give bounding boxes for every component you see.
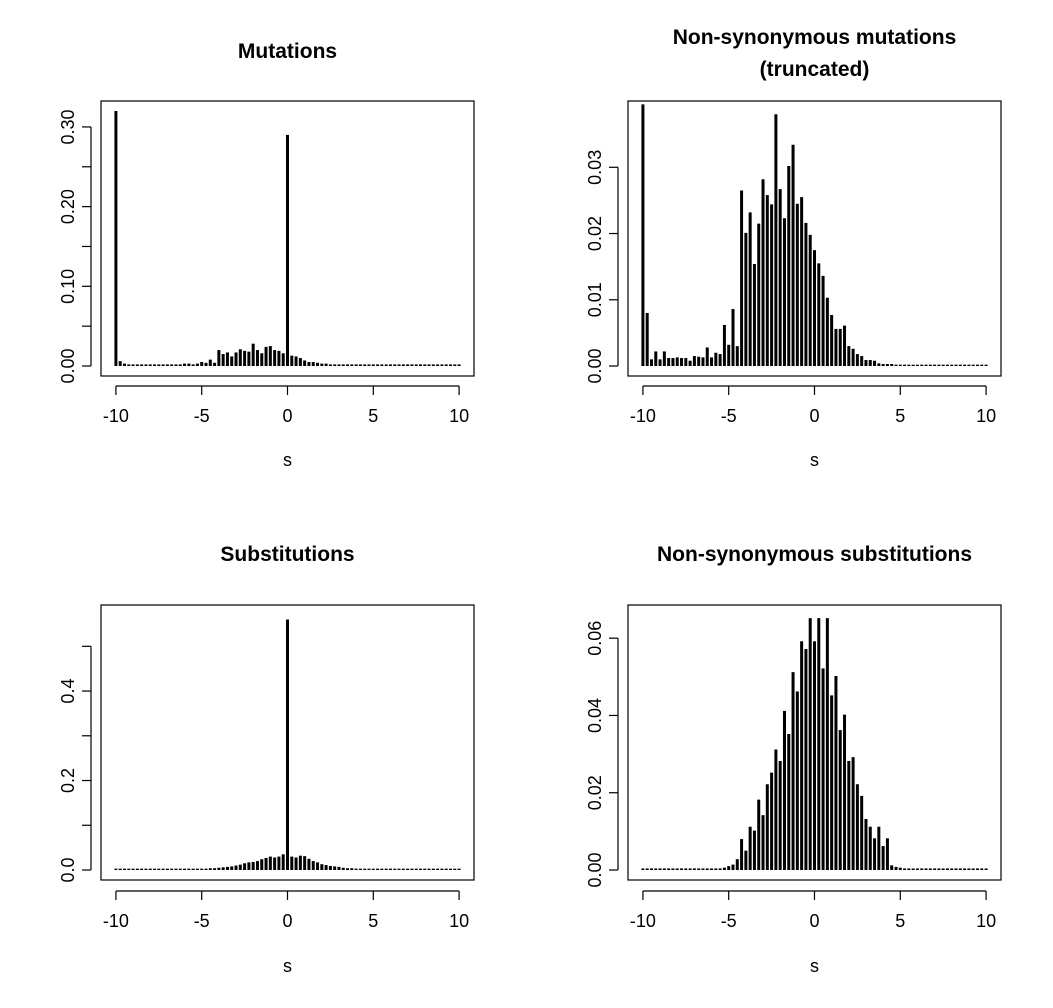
chart-title: (truncated) — [760, 58, 870, 81]
chart-title: Substitutions — [220, 543, 354, 566]
x-tick-label: -5 — [194, 911, 210, 931]
y-tick-label: 0.0 — [58, 857, 78, 882]
y-tick-label: 0.00 — [585, 348, 605, 383]
y-tick-label: 0.30 — [58, 109, 78, 144]
x-axis: -10 -5 0 5 10 — [103, 891, 469, 931]
x-tick-label: -5 — [721, 406, 737, 426]
x-tick-label: 0 — [809, 406, 819, 426]
x-tick-label: 0 — [282, 406, 292, 426]
y-tick-label: 0.00 — [585, 852, 605, 887]
x-axis-label: s — [283, 450, 292, 470]
y-axis: 0.0 0.2 0.4 — [58, 646, 91, 882]
chart-panel-1: Mutations -10 -5 0 5 10 s 0.00 0.10 0.20 0.30 — [58, 40, 474, 470]
chart-panel-4: Non-synonymous substitutions -10 -5 0 5 10 s 0.… — [585, 543, 1001, 976]
x-tick-label: -10 — [103, 911, 129, 931]
y-tick-label: 0.20 — [58, 189, 78, 224]
y-tick-label: 0.01 — [585, 282, 605, 317]
y-axis: 0.00 0.10 0.20 0.30 — [58, 109, 91, 383]
x-tick-label: 5 — [368, 911, 378, 931]
x-tick-label: 0 — [282, 911, 292, 931]
chart-title: Mutations — [238, 40, 337, 63]
chart-panel-2: Non-synonymous mutations (truncated) -10 -5… — [585, 26, 1001, 470]
chart-title: Non-synonymous mutations — [673, 26, 957, 49]
y-axis: 0.00 0.02 0.04 0.06 — [585, 621, 618, 888]
x-axis-label: s — [810, 956, 819, 976]
chart-title: Non-synonymous substitutions — [657, 543, 972, 566]
y-tick-label: 0.06 — [585, 621, 605, 656]
y-tick-label: 0.02 — [585, 775, 605, 810]
x-tick-label: 5 — [368, 406, 378, 426]
bar-series — [116, 619, 459, 870]
x-tick-label: -5 — [721, 911, 737, 931]
x-axis-label: s — [283, 956, 292, 976]
x-tick-label: 0 — [809, 911, 819, 931]
bar-series — [116, 111, 459, 366]
x-tick-label: -10 — [630, 406, 656, 426]
bar-series — [643, 104, 986, 366]
y-tick-label: 0.10 — [58, 269, 78, 304]
x-axis: -10 -5 0 5 10 — [630, 891, 996, 931]
x-axis: -10 -5 0 5 10 — [103, 386, 469, 426]
y-tick-label: 0.2 — [58, 768, 78, 793]
y-tick-label: 0.04 — [585, 698, 605, 733]
y-tick-label: 0.4 — [58, 679, 78, 704]
bar-series — [643, 618, 986, 870]
x-tick-label: 10 — [976, 406, 996, 426]
x-tick-label: 10 — [449, 406, 469, 426]
y-tick-label: 0.02 — [585, 216, 605, 251]
x-tick-label: 10 — [976, 911, 996, 931]
x-tick-label: 5 — [895, 911, 905, 931]
y-axis: 0.00 0.01 0.02 0.03 — [585, 150, 618, 384]
chart-panel-3: Substitutions -10 -5 0 5 10 s 0.0 0.2 0.4 — [58, 543, 474, 976]
x-tick-label: -5 — [194, 406, 210, 426]
x-tick-label: -10 — [103, 406, 129, 426]
x-tick-label: 5 — [895, 406, 905, 426]
x-tick-label: -10 — [630, 911, 656, 931]
x-tick-label: 10 — [449, 911, 469, 931]
x-axis-label: s — [810, 450, 819, 470]
x-axis: -10 -5 0 5 10 — [630, 386, 996, 426]
y-tick-label: 0.03 — [585, 150, 605, 185]
y-tick-label: 0.00 — [58, 348, 78, 383]
